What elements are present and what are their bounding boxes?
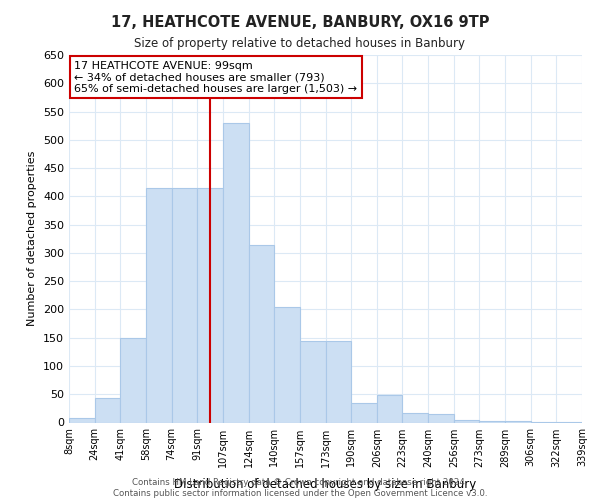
Y-axis label: Number of detached properties: Number of detached properties [28, 151, 37, 326]
Bar [172, 188, 197, 422]
Bar [325, 340, 351, 422]
X-axis label: Distribution of detached houses by size in Banbury: Distribution of detached houses by size … [175, 478, 476, 491]
Text: Size of property relative to detached houses in Banbury: Size of property relative to detached ho… [134, 38, 466, 51]
Bar [351, 402, 377, 422]
Bar [274, 306, 300, 422]
Bar [248, 245, 274, 422]
Bar [146, 188, 172, 422]
Bar [428, 414, 454, 422]
Bar [223, 123, 248, 422]
Bar [121, 338, 146, 422]
Bar [69, 418, 95, 422]
Bar [95, 398, 121, 422]
Bar [403, 414, 428, 422]
Text: Contains HM Land Registry data © Crown copyright and database right 2024.
Contai: Contains HM Land Registry data © Crown c… [113, 478, 487, 498]
Bar [377, 396, 403, 422]
Bar [505, 421, 531, 422]
Text: 17 HEATHCOTE AVENUE: 99sqm
← 34% of detached houses are smaller (793)
65% of sem: 17 HEATHCOTE AVENUE: 99sqm ← 34% of deta… [74, 60, 357, 94]
Text: 17, HEATHCOTE AVENUE, BANBURY, OX16 9TP: 17, HEATHCOTE AVENUE, BANBURY, OX16 9TP [111, 15, 489, 30]
Bar [300, 340, 325, 422]
Bar [454, 420, 479, 422]
Bar [197, 188, 223, 422]
Bar [479, 421, 505, 422]
